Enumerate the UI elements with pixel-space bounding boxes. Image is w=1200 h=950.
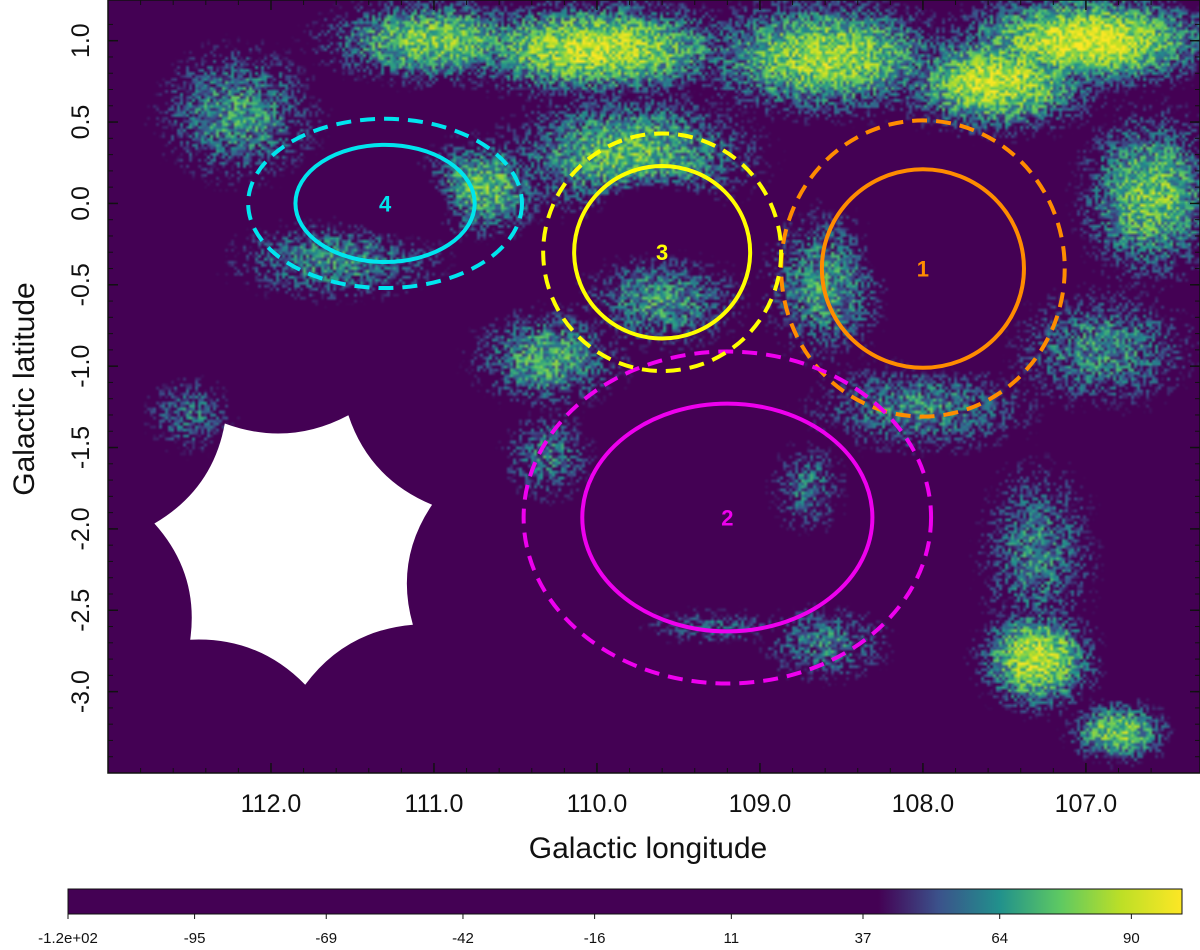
y-tick-label-3: -0.5 bbox=[67, 263, 95, 306]
region-3-label: 3 bbox=[656, 240, 668, 265]
colorbar-tick-label-3: -42 bbox=[452, 930, 474, 947]
region-2-label: 2 bbox=[721, 506, 733, 531]
x-tick-label-3: 109.0 bbox=[729, 790, 792, 818]
x-tick-label-5: 107.0 bbox=[1055, 790, 1118, 818]
region-2-inner-ellipse bbox=[580, 401, 875, 634]
region-3-outer-ellipse bbox=[541, 131, 784, 374]
region-2-outer-ellipse bbox=[521, 349, 934, 686]
x-tick-label-0: 112.0 bbox=[241, 790, 302, 818]
x-tick-label-1: 111.0 bbox=[405, 790, 464, 818]
colorbar-tick-label-0: -1.2e+02 bbox=[38, 930, 98, 947]
region-1-inner-ellipse bbox=[819, 167, 1026, 370]
colorbar-strip bbox=[67, 888, 1183, 915]
colorbar-tick-label-2: -69 bbox=[315, 930, 337, 947]
y-tick-label-8: -3.0 bbox=[67, 670, 95, 713]
region-4-inner-ellipse bbox=[293, 142, 477, 265]
region-1-label: 1 bbox=[917, 257, 929, 282]
colorbar-tick-label-1: -95 bbox=[184, 930, 206, 947]
colorbar-tick-label-4: -16 bbox=[584, 930, 606, 947]
y-tick-label-4: -1.0 bbox=[67, 345, 95, 388]
regions-layer: 1 2 3 4 bbox=[246, 116, 1067, 686]
y-axis: 1.0 0.5 0.0 -0.5 -1.0 -1.5 -2.0 -2.5 -3.0 bbox=[67, 23, 1200, 758]
y-tick-label-5: -1.5 bbox=[67, 426, 95, 469]
y-tick-label-6: -2.0 bbox=[67, 507, 95, 550]
region-4-outer-ellipse bbox=[246, 116, 524, 291]
y-axis-title: Galactic latitude bbox=[8, 282, 41, 495]
x-tick-label-2: 110.0 bbox=[567, 790, 628, 818]
masked-region-layer bbox=[154, 415, 433, 685]
y-tick-label-0: 1.0 bbox=[67, 23, 95, 58]
x-tick-label-4: 108.0 bbox=[892, 790, 955, 818]
x-axis: 112.0 111.0 110.0 109.0 108.0 107.0 bbox=[140, 0, 1152, 818]
colorbar-tick-label-5: 11 bbox=[724, 930, 740, 947]
y-tick-label-7: -2.5 bbox=[67, 589, 95, 632]
region-3-inner-ellipse bbox=[572, 163, 753, 341]
colorbar-ticks: -1.2e+02 -95 -69 -42 -16 11 37 64 90 bbox=[38, 914, 1140, 947]
colorbar-tick-label-6: 37 bbox=[855, 930, 872, 947]
masked-region bbox=[154, 415, 433, 685]
x-axis-title: Galactic longitude bbox=[529, 832, 767, 865]
colorbar-tick-label-8: 90 bbox=[1123, 930, 1140, 947]
colorbar-tick-label-7: 64 bbox=[991, 930, 1008, 947]
y-tick-label-1: 0.5 bbox=[67, 105, 95, 140]
colorbar: -1.2e+02 -95 -69 -42 -16 11 37 64 90 bbox=[38, 888, 1183, 947]
plot-area: 1 2 3 4 bbox=[107, 0, 1200, 774]
plot-frame bbox=[107, 0, 1200, 774]
region-4-label: 4 bbox=[379, 191, 392, 216]
y-tick-label-2: 0.0 bbox=[67, 186, 95, 221]
region-1-outer-ellipse bbox=[779, 118, 1067, 419]
